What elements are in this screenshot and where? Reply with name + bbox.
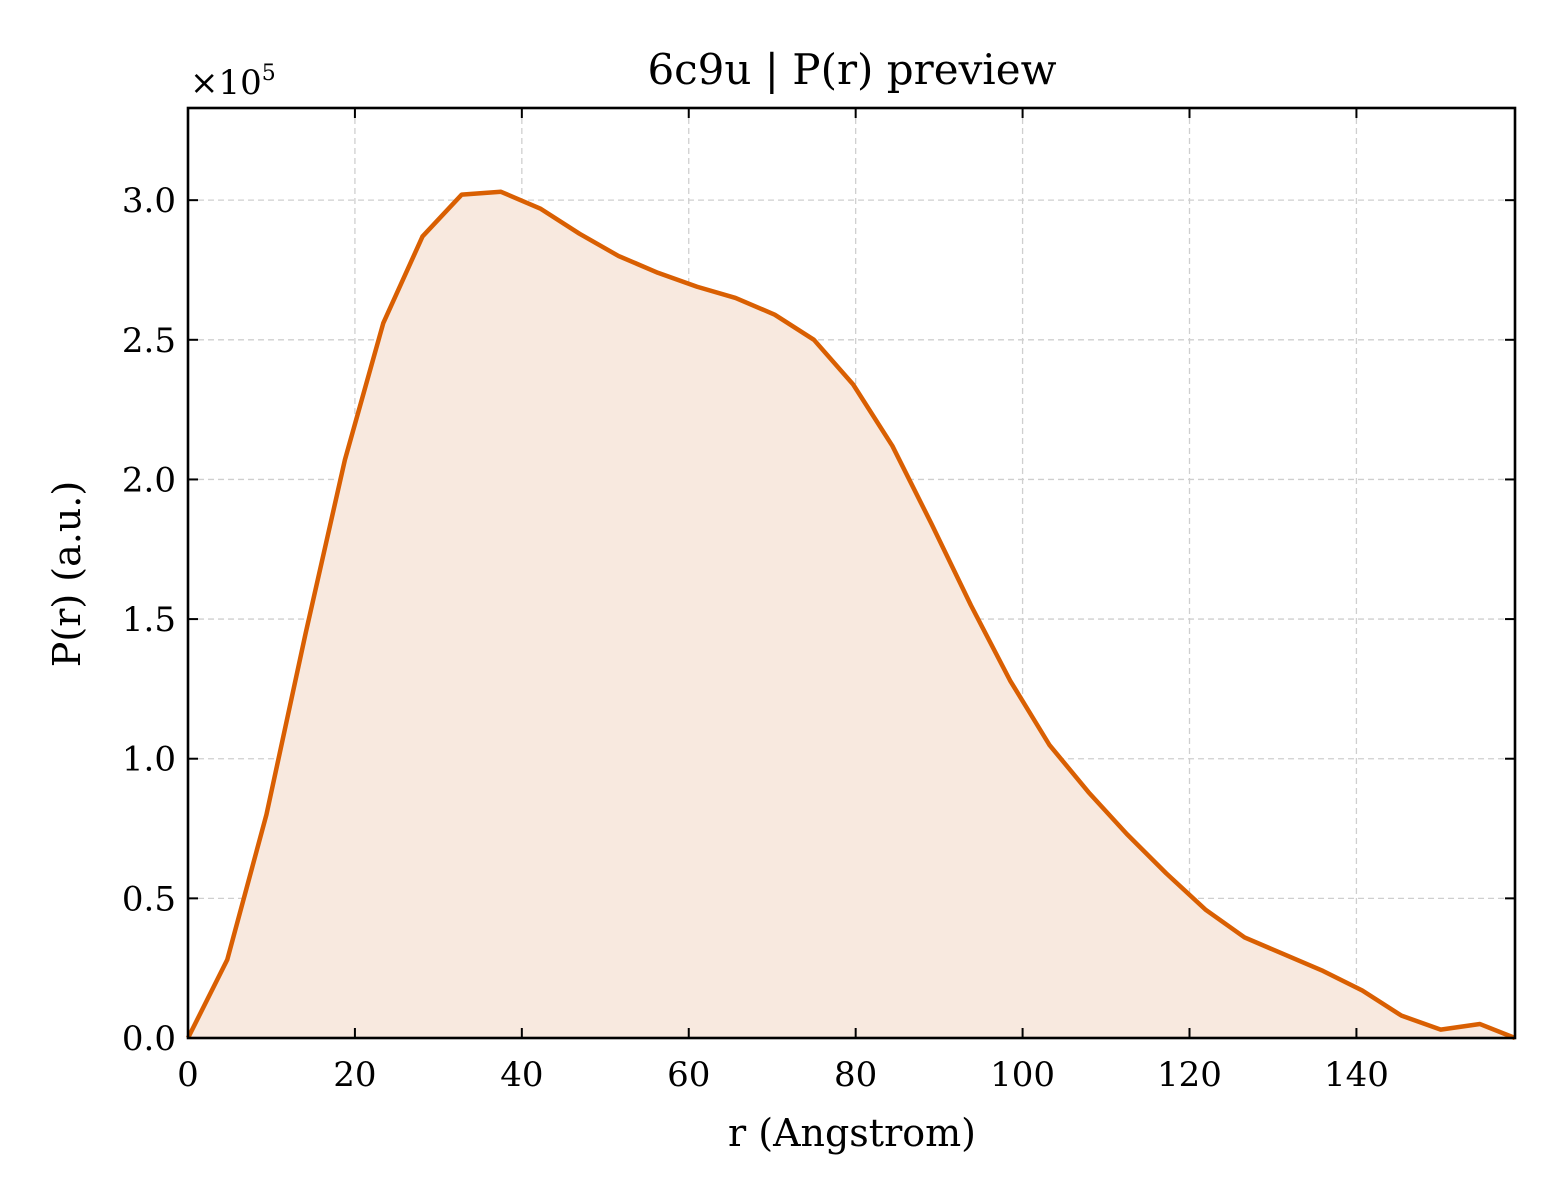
y-tick-label: 2.0	[122, 460, 176, 500]
x-tick-label: 20	[333, 1055, 376, 1095]
y-tick-label: 0.5	[122, 879, 176, 919]
series-layer	[185, 189, 1516, 1041]
x-tick-label: 100	[990, 1055, 1055, 1095]
y-offset-exponent: 5	[262, 61, 276, 86]
pr-area-fill	[188, 191, 1515, 1038]
y-offset-label: ×105	[190, 61, 276, 103]
x-tick-label: 60	[667, 1055, 710, 1095]
plot-frame	[186, 106, 1517, 1040]
chart-title: 6c9u | P(r) preview	[647, 45, 1056, 94]
y-tick-label: 0.0	[122, 1019, 176, 1059]
y-tick-label: 2.5	[122, 321, 176, 361]
y-axis-label: P(r) (a.u.)	[45, 481, 89, 667]
y-tick-label: 3.0	[122, 181, 176, 221]
pr-curve-line	[185, 189, 1516, 1041]
x-tick-label: 140	[1324, 1055, 1389, 1095]
x-tick-label: 0	[177, 1055, 199, 1095]
y-tick-label: 1.5	[122, 600, 176, 640]
x-tick-label: 40	[500, 1055, 543, 1095]
y-tick-label: 1.0	[122, 740, 176, 780]
y-offset-prefix: ×10	[190, 63, 262, 103]
x-axis-label: r (Angstrom)	[728, 1111, 976, 1155]
x-tick-label: 80	[834, 1055, 877, 1095]
tick-layer: 0 20 40 60 80 100 120 140 0.0 0.5 1.0 1.5 2.0 2.5 3.0	[122, 108, 1515, 1095]
x-tick-label: 120	[1157, 1055, 1222, 1095]
